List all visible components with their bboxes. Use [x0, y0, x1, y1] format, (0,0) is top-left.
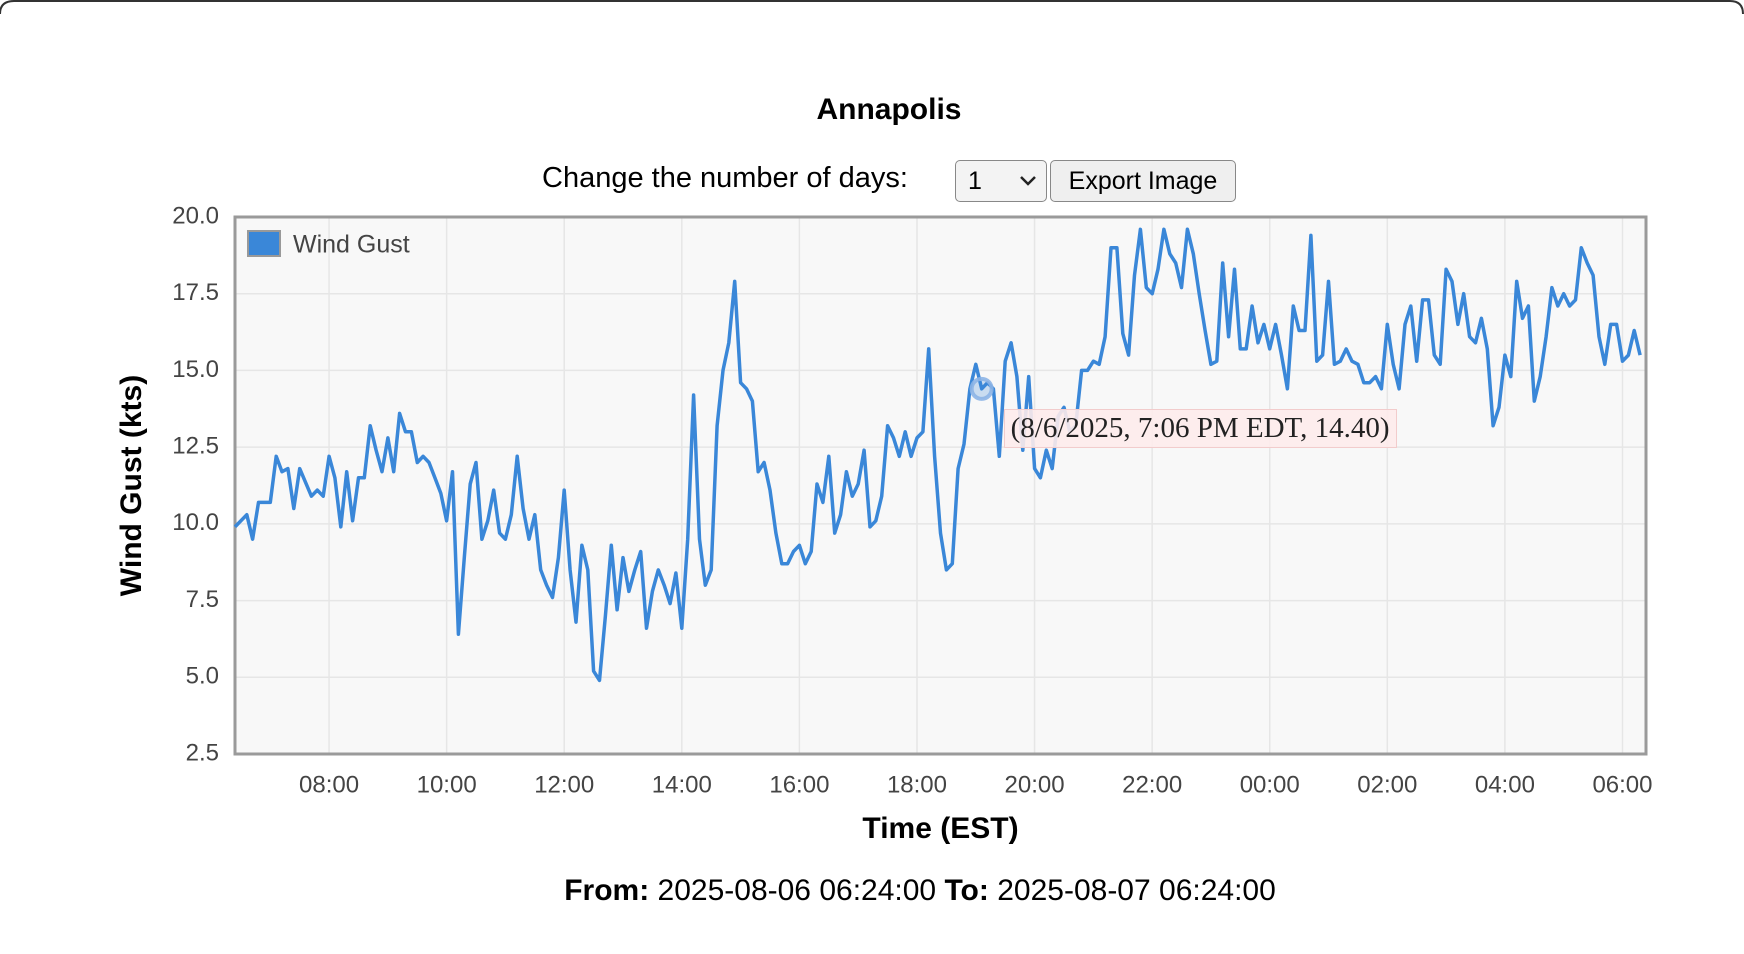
y-tick-label: 12.5: [172, 432, 219, 459]
chart-title: Annapolis: [816, 93, 961, 126]
y-tick-label: 2.5: [186, 739, 219, 766]
to-label: To:: [944, 874, 989, 907]
y-axis-label: Wind Gust (kts): [115, 375, 148, 596]
y-tick-label: 10.0: [172, 509, 219, 536]
plot-border: [233, 215, 1648, 756]
to-value: 2025-08-07 06:24:00: [997, 874, 1276, 907]
x-tick-label: 06:00: [1592, 771, 1652, 798]
tooltip: (8/6/2025, 7:06 PM EDT, 14.40): [1003, 408, 1397, 448]
x-axis-label: Time (EST): [862, 812, 1018, 845]
x-tick-label: 04:00: [1475, 771, 1535, 798]
y-tick-label: 17.5: [172, 279, 219, 306]
x-tick-label: 00:00: [1240, 771, 1300, 798]
days-option: 1: [968, 166, 982, 195]
x-tick-label: 22:00: [1122, 771, 1182, 798]
x-tick-label: 14:00: [652, 771, 712, 798]
window-border: [0, 0, 1744, 15]
y-tick-label: 5.0: [186, 663, 219, 690]
y-tick-label: 7.5: [186, 586, 219, 613]
legend-label: Wind Gust: [293, 231, 410, 259]
x-tick-label: 18:00: [887, 771, 947, 798]
days-select[interactable]: 1: [955, 160, 1047, 202]
y-tick-label: 15.0: [172, 356, 219, 383]
from-label: From:: [564, 874, 650, 907]
x-tick-label: 12:00: [534, 771, 594, 798]
dropdown-arrow: [1020, 176, 1036, 186]
data-line: [233, 227, 1642, 683]
x-tick-label: 16:00: [769, 771, 829, 798]
x-tick-label: 20:00: [1005, 771, 1065, 798]
export-button[interactable]: Export Image: [1050, 160, 1236, 202]
x-tick-label: 08:00: [299, 771, 359, 798]
x-tick-label: 02:00: [1357, 771, 1417, 798]
hover-point: [969, 376, 994, 401]
date-range: From: 2025-08-06 06:24:00 To: 2025-08-07…: [0, 874, 1744, 908]
y-tick-label: 20.0: [172, 202, 219, 229]
days-label: Change the number of days:: [542, 162, 908, 194]
x-tick-label: 10:00: [417, 771, 477, 798]
legend-swatch: [247, 230, 281, 257]
from-value: 2025-08-06 06:24:00: [657, 874, 937, 907]
